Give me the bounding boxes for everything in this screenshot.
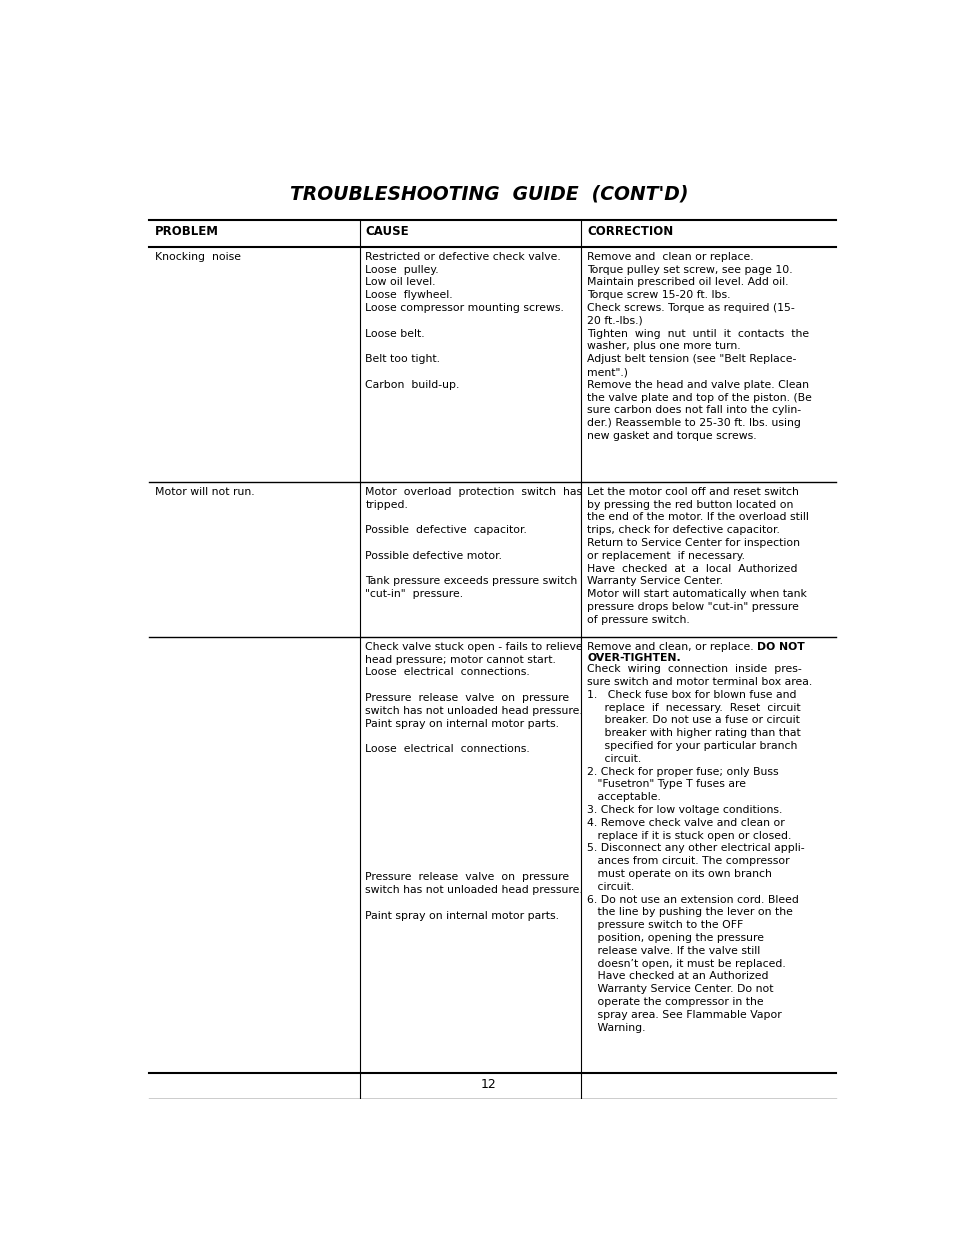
Text: 12: 12 <box>480 1078 497 1092</box>
Text: CORRECTION: CORRECTION <box>587 225 673 238</box>
Text: DO NOT: DO NOT <box>757 642 804 652</box>
Text: Motor will not run.: Motor will not run. <box>154 487 254 496</box>
Text: Remove and clean, or replace.: Remove and clean, or replace. <box>587 642 757 652</box>
Text: Check valve stuck open - fails to relieve
head pressure; motor cannot start.
Loo: Check valve stuck open - fails to reliev… <box>365 642 582 920</box>
Text: Restricted or defective check valve.
Loose  pulley.
Low oil level.
Loose  flywhe: Restricted or defective check valve. Loo… <box>365 252 564 390</box>
Text: Check  wiring  connection  inside  pres-
sure switch and motor terminal box area: Check wiring connection inside pres- sur… <box>587 664 812 1032</box>
Text: PROBLEM: PROBLEM <box>154 225 218 238</box>
Text: CAUSE: CAUSE <box>365 225 409 238</box>
Text: Remove and  clean or replace.
Torque pulley set screw, see page 10.
Maintain pre: Remove and clean or replace. Torque pull… <box>587 252 811 441</box>
Text: TROUBLESHOOTING  GUIDE  (CONT'D): TROUBLESHOOTING GUIDE (CONT'D) <box>290 184 687 204</box>
Text: Let the motor cool off and reset switch
by pressing the red button located on
th: Let the motor cool off and reset switch … <box>587 487 808 625</box>
Text: OVER-TIGHTEN.: OVER-TIGHTEN. <box>587 653 680 663</box>
Text: Motor  overload  protection  switch  has
tripped.

Possible  defective  capacito: Motor overload protection switch has tri… <box>365 487 582 599</box>
Text: Knocking  noise: Knocking noise <box>154 252 240 262</box>
